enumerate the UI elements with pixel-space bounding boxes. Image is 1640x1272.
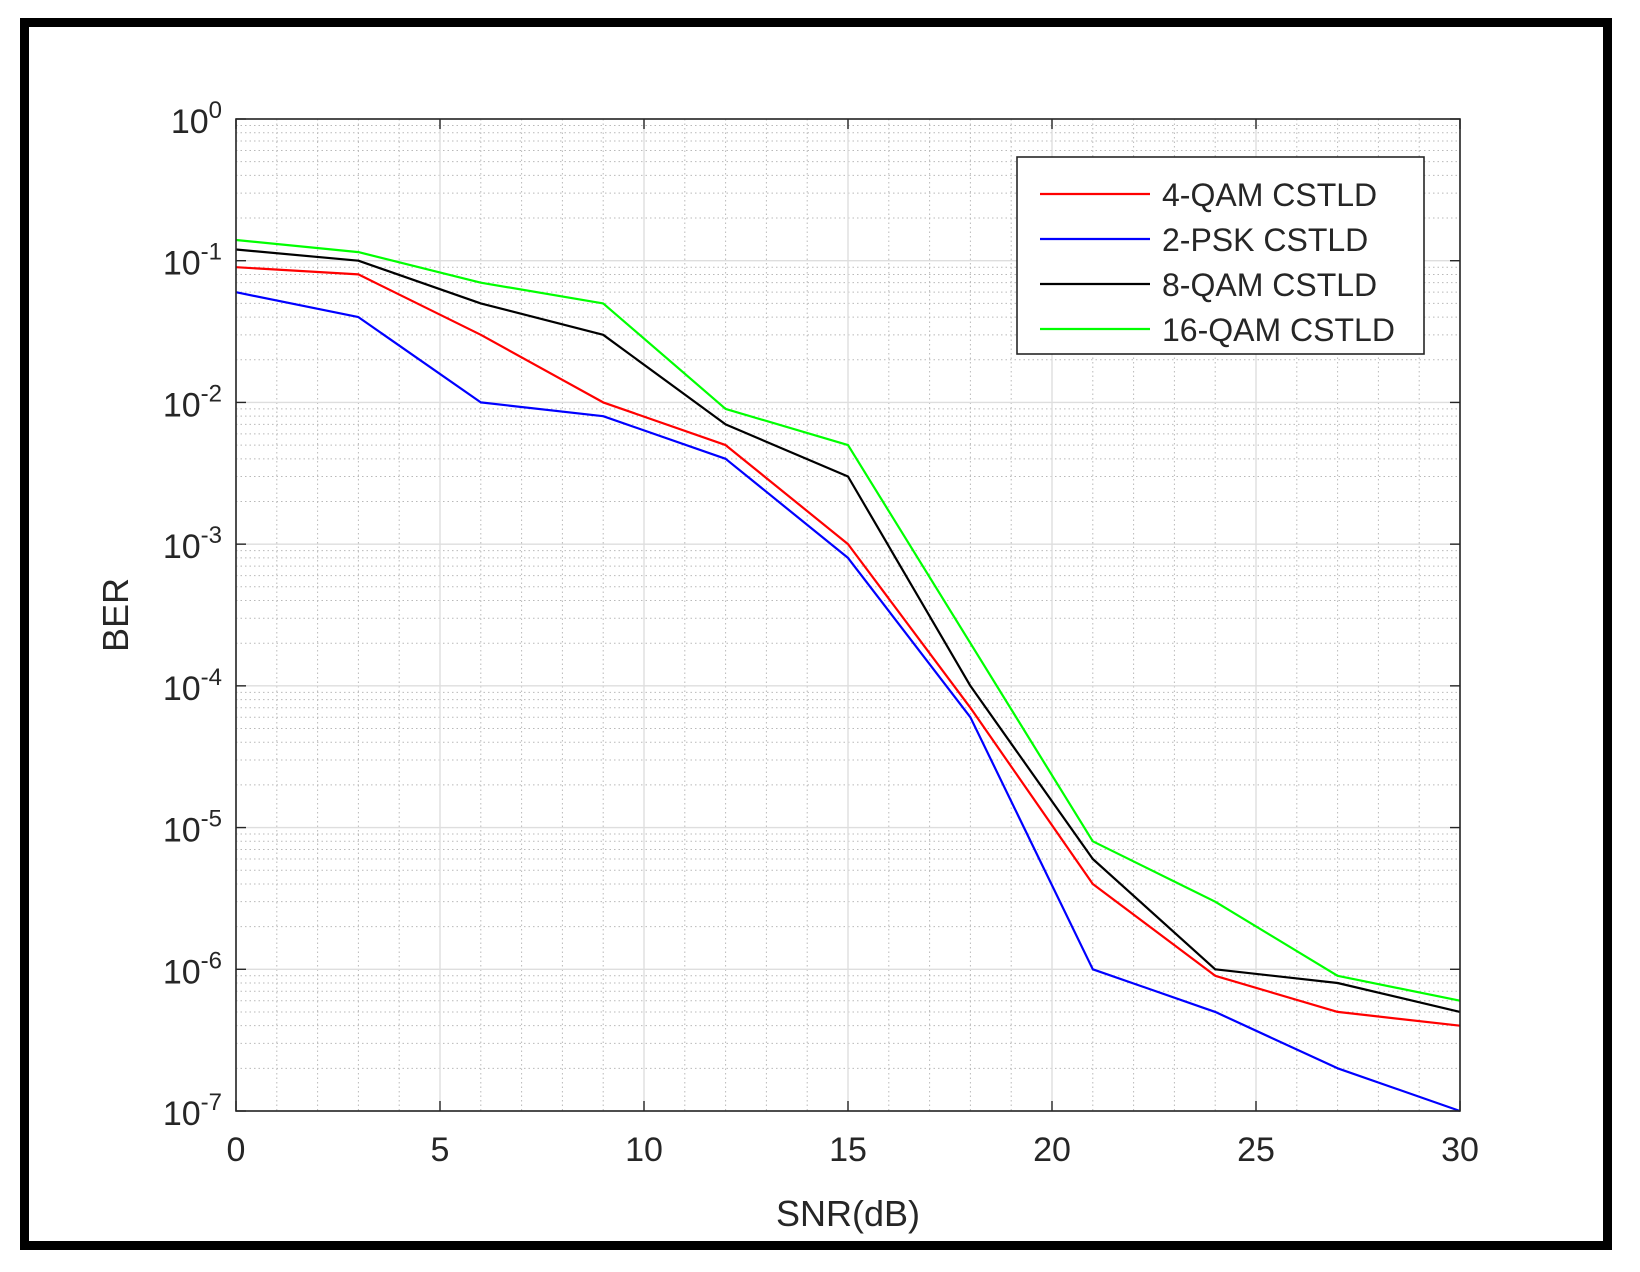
y-tick-label: 10-6 [163,947,222,991]
y-tick-label: 10-1 [163,239,222,283]
y-tick-label: 10-2 [163,380,222,424]
x-tick-label: 10 [625,1131,663,1169]
legend-label: 16-QAM CSTLD [1162,312,1395,348]
series-line-4-qam-cstld [235,266,1461,1027]
legend: 4-QAM CSTLD 2-PSK CSTLD 8-QAM CSTLD 16-QAM … [1016,156,1425,355]
y-axis: 100 10-1 10-2 10-3 10-4 10-5 10-6 10-7 [163,97,1460,1133]
series-layer [235,238,1461,1113]
legend-box [1016,156,1425,355]
series-line-2-psk-cstld [235,291,1461,1113]
legend-label: 4-QAM CSTLD [1162,177,1377,213]
series-line-8-qam-cstld [235,248,1461,1013]
x-tick-label: 20 [1033,1131,1071,1169]
y-tick-label: 10-4 [163,664,222,708]
x-axis-label: SNR(dB) [776,1193,920,1234]
x-tick-label: 30 [1441,1131,1479,1169]
legend-label: 2-PSK CSTLD [1162,222,1368,258]
y-tick-label: 100 [171,97,222,141]
y-tick-label: 10-7 [163,1089,222,1133]
y-axis-label: BER [95,578,136,652]
x-tick-label: 5 [431,1131,450,1169]
y-tick-label: 10-5 [163,806,222,850]
x-tick-label: 15 [829,1131,867,1169]
x-tick-label: 25 [1237,1131,1275,1169]
x-tick-label: 0 [227,1131,246,1169]
legend-label: 8-QAM CSTLD [1162,267,1377,303]
series-line-16-qam-cstld [235,238,1461,1002]
x-axis: 0 5 10 15 20 25 30 [227,119,1479,1169]
y-tick-label: 10-3 [163,522,222,566]
